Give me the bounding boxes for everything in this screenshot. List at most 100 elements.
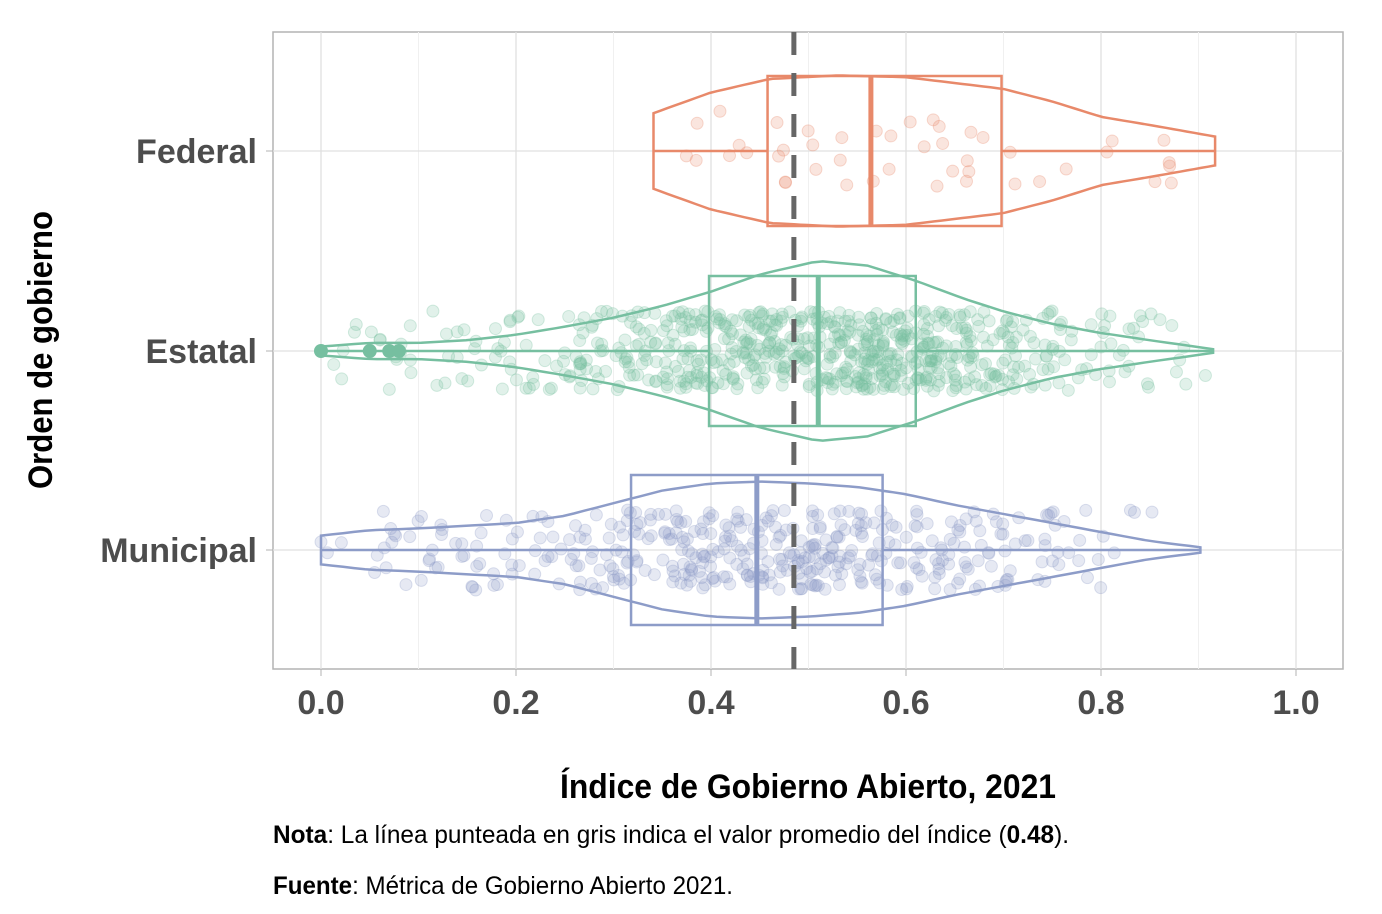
data-point-estatal bbox=[621, 355, 635, 369]
data-point-municipal bbox=[827, 507, 841, 521]
data-point-municipal bbox=[480, 508, 494, 522]
data-point-estatal bbox=[978, 357, 992, 371]
data-point-municipal bbox=[663, 533, 677, 547]
data-point-municipal bbox=[777, 503, 791, 517]
data-point-municipal bbox=[832, 578, 846, 592]
data-point-estatal bbox=[690, 369, 704, 383]
data-point-municipal bbox=[810, 562, 824, 576]
data-point-municipal bbox=[865, 548, 879, 562]
data-point-municipal bbox=[704, 559, 718, 573]
data-point-estatal bbox=[929, 355, 943, 369]
data-point-estatal bbox=[872, 338, 886, 352]
data-point-estatal bbox=[965, 346, 979, 360]
data-point-municipal bbox=[538, 554, 552, 568]
data-point-estatal bbox=[795, 346, 809, 360]
data-point-estatal bbox=[929, 335, 943, 349]
data-point-estatal bbox=[949, 339, 963, 353]
data-point-estatal bbox=[839, 360, 853, 374]
data-point-municipal bbox=[658, 526, 672, 540]
data-point-estatal bbox=[690, 354, 704, 368]
data-point-estatal bbox=[364, 325, 378, 339]
nota-text: : La línea punteada en gris indica el va… bbox=[327, 821, 1007, 849]
data-point-federal bbox=[740, 146, 754, 160]
data-point-municipal bbox=[632, 527, 646, 541]
data-point-municipal bbox=[855, 507, 869, 521]
data-point-federal bbox=[882, 162, 896, 176]
data-point-estatal bbox=[430, 378, 444, 392]
data-point-estatal bbox=[673, 381, 687, 395]
data-point-federal bbox=[917, 140, 931, 154]
data-point-estatal bbox=[820, 317, 834, 331]
data-point-federal bbox=[946, 164, 960, 178]
data-point-estatal bbox=[1029, 352, 1043, 366]
data-point-municipal bbox=[730, 512, 744, 526]
data-point-municipal bbox=[951, 523, 965, 537]
data-point-estatal bbox=[1023, 329, 1037, 343]
data-point-municipal bbox=[854, 526, 868, 540]
data-point-federal bbox=[1008, 177, 1022, 191]
data-point-estatal bbox=[969, 378, 983, 392]
data-point-municipal bbox=[859, 516, 873, 530]
data-point-estatal bbox=[770, 313, 784, 327]
data-point-estatal bbox=[849, 380, 863, 394]
data-point-estatal bbox=[404, 366, 418, 380]
data-point-estatal bbox=[869, 316, 883, 330]
data-point-estatal bbox=[777, 360, 791, 374]
data-point-municipal bbox=[1094, 581, 1108, 595]
data-point-estatal bbox=[776, 310, 790, 324]
data-point-estatal bbox=[828, 375, 842, 389]
data-point-estatal bbox=[726, 370, 740, 384]
data-point-municipal bbox=[708, 574, 722, 588]
data-point-estatal bbox=[744, 313, 758, 327]
data-point-estatal bbox=[997, 326, 1011, 340]
data-point-estatal bbox=[864, 311, 878, 325]
data-point-estatal bbox=[917, 327, 931, 341]
data-point-municipal bbox=[808, 579, 822, 593]
data-point-municipal bbox=[831, 560, 845, 574]
data-point-municipal bbox=[722, 521, 736, 535]
data-point-estatal bbox=[996, 324, 1010, 338]
data-point-municipal bbox=[928, 582, 942, 596]
data-point-municipal bbox=[959, 512, 973, 526]
data-point-municipal bbox=[1127, 505, 1141, 519]
data-point-estatal bbox=[921, 336, 935, 350]
data-point-estatal bbox=[772, 342, 786, 356]
data-point-estatal bbox=[983, 368, 997, 382]
data-point-estatal bbox=[802, 351, 816, 365]
data-point-estatal bbox=[872, 321, 886, 335]
data-point-estatal bbox=[746, 358, 760, 372]
data-point-municipal bbox=[807, 550, 821, 564]
data-point-estatal bbox=[661, 336, 675, 350]
data-point-estatal bbox=[600, 304, 614, 318]
data-point-estatal bbox=[739, 333, 753, 347]
y-category-labels: Federal Estatal Municipal bbox=[100, 133, 273, 570]
data-point-estatal bbox=[349, 318, 363, 332]
data-point-estatal bbox=[457, 323, 471, 337]
data-point-municipal bbox=[813, 521, 827, 535]
data-point-estatal bbox=[747, 350, 761, 364]
data-point-municipal bbox=[719, 518, 733, 532]
data-point-estatal bbox=[455, 372, 469, 386]
data-point-estatal bbox=[950, 322, 964, 336]
data-point-estatal bbox=[618, 333, 632, 347]
data-point-federal bbox=[833, 153, 847, 167]
data-point-municipal bbox=[403, 530, 417, 544]
data-point-estatal bbox=[649, 355, 663, 369]
data-point-municipal bbox=[1107, 546, 1121, 560]
data-point-estatal bbox=[901, 328, 915, 342]
data-point-estatal bbox=[793, 345, 807, 359]
data-point-estatal bbox=[683, 364, 697, 378]
data-point-estatal bbox=[859, 332, 873, 346]
data-point-municipal bbox=[806, 509, 820, 523]
data-point-estatal bbox=[632, 337, 646, 351]
data-point-estatal bbox=[763, 336, 777, 350]
data-point-estatal bbox=[794, 312, 808, 326]
data-point-estatal bbox=[801, 331, 815, 345]
data-point-municipal bbox=[813, 557, 827, 571]
data-point-estatal bbox=[823, 347, 837, 361]
category-label-federal: Federal bbox=[136, 133, 257, 171]
data-point-municipal bbox=[1038, 532, 1052, 546]
data-point-estatal bbox=[775, 307, 789, 321]
data-point-municipal bbox=[683, 574, 697, 588]
data-point-municipal bbox=[834, 518, 848, 532]
